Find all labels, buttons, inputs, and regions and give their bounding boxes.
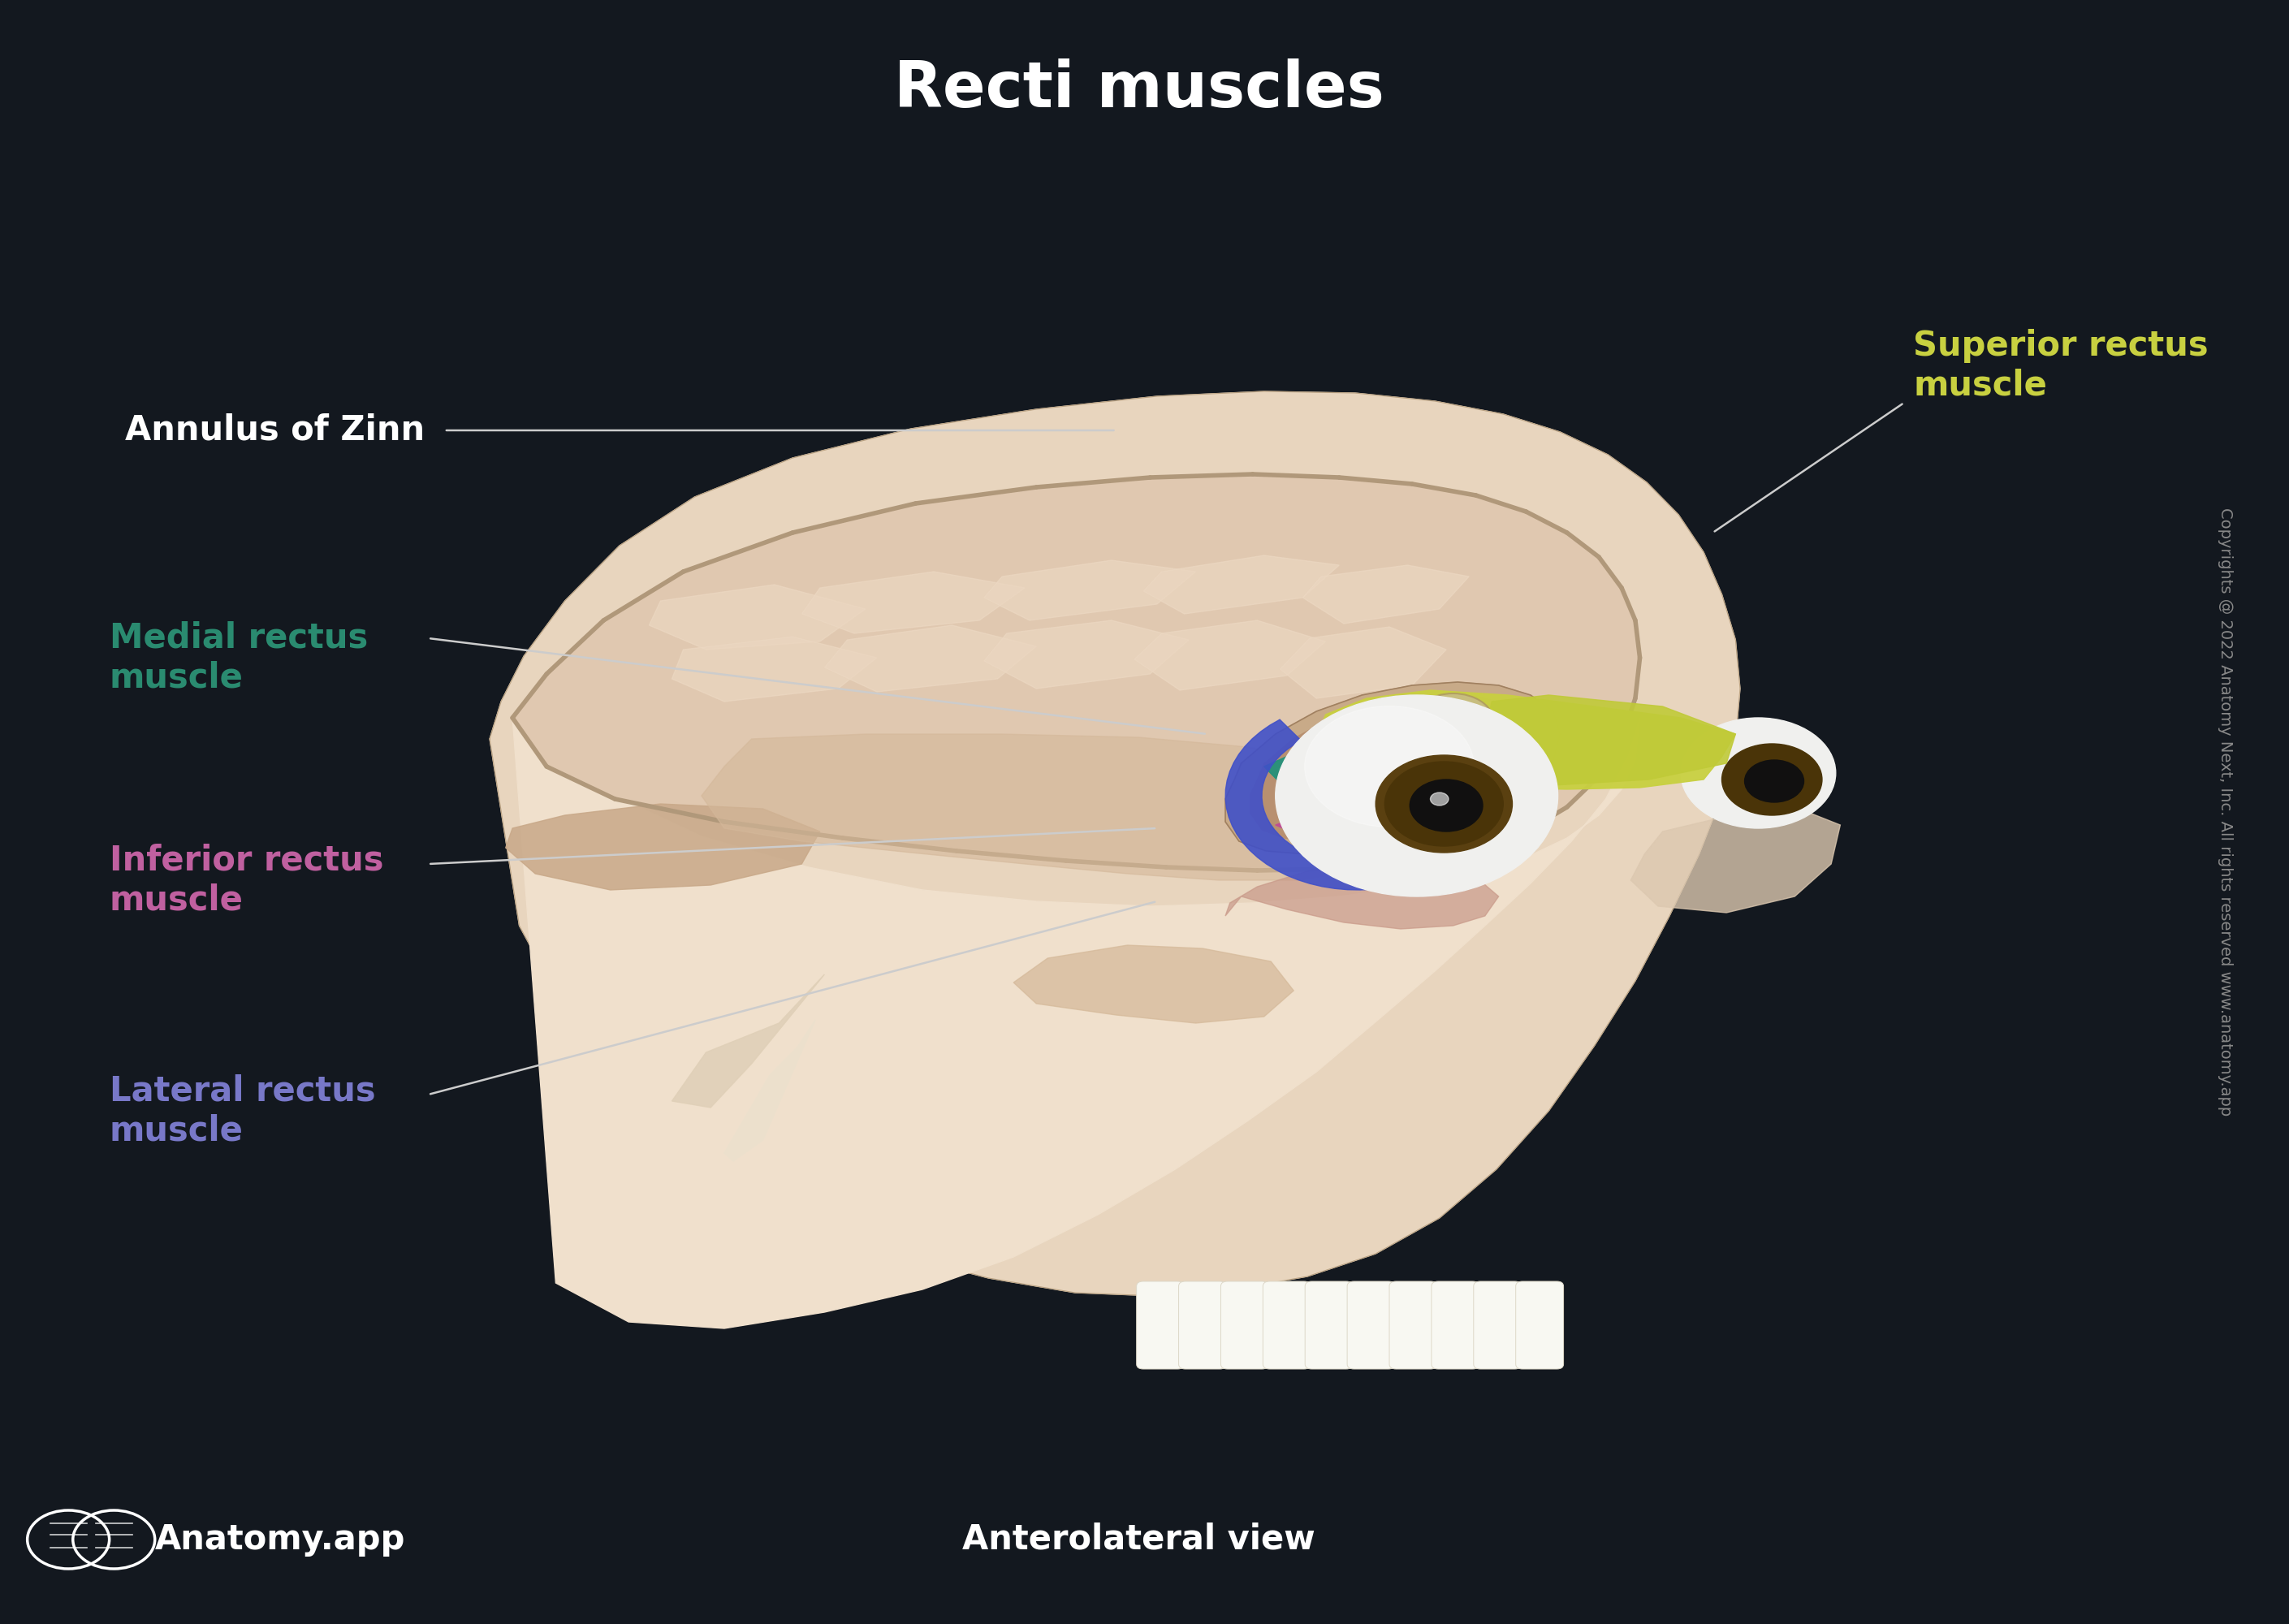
Text: Medial rectus
muscle: Medial rectus muscle bbox=[110, 620, 369, 695]
Circle shape bbox=[1385, 762, 1504, 846]
Polygon shape bbox=[1630, 809, 1840, 913]
Circle shape bbox=[1410, 780, 1483, 831]
Text: Inferior rectus
muscle: Inferior rectus muscle bbox=[110, 843, 382, 918]
Polygon shape bbox=[1280, 627, 1447, 698]
Polygon shape bbox=[1302, 565, 1470, 624]
Polygon shape bbox=[984, 560, 1195, 620]
Polygon shape bbox=[650, 585, 865, 650]
Text: Anatomy.app: Anatomy.app bbox=[156, 1523, 405, 1556]
Polygon shape bbox=[1302, 565, 1470, 624]
Text: Anterolateral view: Anterolateral view bbox=[961, 1523, 1316, 1556]
Circle shape bbox=[1275, 695, 1559, 896]
Polygon shape bbox=[1309, 690, 1735, 789]
Circle shape bbox=[1305, 706, 1474, 827]
Circle shape bbox=[1721, 744, 1822, 815]
Text: Superior rectus
muscle: Superior rectus muscle bbox=[1914, 328, 2209, 403]
FancyBboxPatch shape bbox=[1389, 1281, 1437, 1369]
Polygon shape bbox=[723, 1020, 815, 1161]
FancyBboxPatch shape bbox=[1179, 1281, 1227, 1369]
Polygon shape bbox=[1135, 620, 1325, 690]
Polygon shape bbox=[1481, 695, 1735, 786]
Circle shape bbox=[1376, 755, 1513, 853]
FancyBboxPatch shape bbox=[1305, 1281, 1353, 1369]
Polygon shape bbox=[1264, 731, 1431, 796]
Polygon shape bbox=[984, 620, 1188, 689]
Polygon shape bbox=[513, 718, 1639, 1328]
Polygon shape bbox=[673, 637, 877, 702]
FancyBboxPatch shape bbox=[1220, 1281, 1268, 1369]
Polygon shape bbox=[700, 734, 1408, 880]
Polygon shape bbox=[673, 637, 877, 702]
Circle shape bbox=[1680, 718, 1836, 828]
Polygon shape bbox=[984, 620, 1188, 689]
Text: Recti muscles: Recti muscles bbox=[893, 58, 1385, 120]
Polygon shape bbox=[1275, 809, 1458, 854]
FancyBboxPatch shape bbox=[1138, 1281, 1183, 1369]
Polygon shape bbox=[506, 804, 819, 890]
FancyBboxPatch shape bbox=[1348, 1281, 1394, 1369]
Polygon shape bbox=[1014, 945, 1293, 1023]
Polygon shape bbox=[1135, 620, 1325, 690]
Polygon shape bbox=[1142, 555, 1339, 614]
FancyBboxPatch shape bbox=[1515, 1281, 1563, 1369]
FancyBboxPatch shape bbox=[1264, 1281, 1312, 1369]
Polygon shape bbox=[1225, 864, 1499, 929]
Text: Copyrights @ 2022 Anatomy Next, Inc. All rights reserved www.anatomy.app: Copyrights @ 2022 Anatomy Next, Inc. All… bbox=[2218, 508, 2232, 1116]
Polygon shape bbox=[801, 572, 1025, 633]
Polygon shape bbox=[801, 572, 1025, 633]
Polygon shape bbox=[1225, 682, 1561, 854]
Text: Lateral rectus
muscle: Lateral rectus muscle bbox=[110, 1073, 375, 1148]
Circle shape bbox=[1431, 793, 1449, 806]
Circle shape bbox=[1744, 760, 1804, 802]
Polygon shape bbox=[673, 974, 824, 1108]
Polygon shape bbox=[490, 391, 1740, 1296]
Text: Annulus of Zinn: Annulus of Zinn bbox=[126, 412, 426, 447]
Polygon shape bbox=[824, 625, 1037, 692]
Polygon shape bbox=[824, 625, 1037, 692]
Polygon shape bbox=[1225, 719, 1399, 890]
Circle shape bbox=[1412, 693, 1495, 752]
Polygon shape bbox=[1250, 695, 1536, 841]
Polygon shape bbox=[513, 474, 1639, 870]
FancyBboxPatch shape bbox=[1474, 1281, 1522, 1369]
Polygon shape bbox=[984, 560, 1195, 620]
FancyBboxPatch shape bbox=[1431, 1281, 1479, 1369]
Polygon shape bbox=[1280, 627, 1447, 698]
Polygon shape bbox=[650, 585, 865, 650]
Polygon shape bbox=[1142, 555, 1339, 614]
